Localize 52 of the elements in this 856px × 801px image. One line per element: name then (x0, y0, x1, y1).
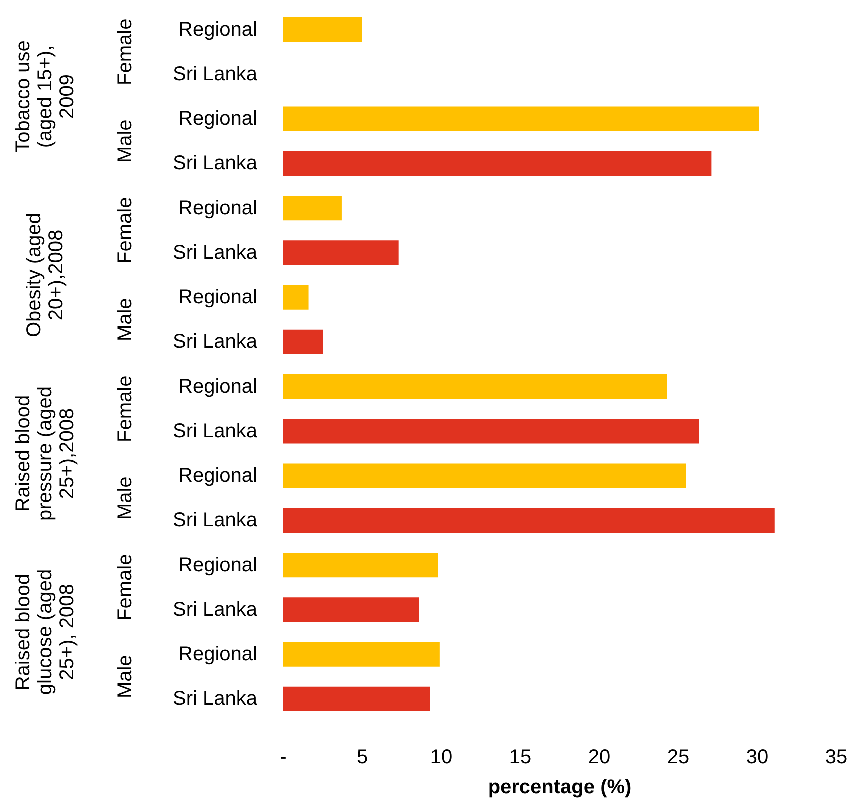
x-tick-label: 25 (667, 746, 690, 768)
text: Female (114, 197, 136, 264)
x-axis-title: percentage (%) (488, 776, 632, 798)
bar (284, 419, 700, 444)
y-tick-label: Sri Lanka (173, 242, 258, 264)
bar (284, 686, 430, 712)
text: Obesity (aged 20+),2008 (24, 212, 68, 338)
bar (284, 374, 668, 400)
x-tick-label: 15 (509, 746, 532, 768)
y-tick-label: Sri Lanka (173, 63, 258, 86)
bar (284, 464, 686, 488)
text: Female (114, 376, 136, 442)
bar (284, 553, 438, 578)
text: Raised blood pressure (aged 25+),2008 (12, 386, 78, 522)
y-tick-label: Sri Lanka (173, 598, 258, 621)
y-tick-label: Sri Lanka (173, 420, 258, 442)
y-tick-label: Sri Lanka (173, 688, 258, 710)
bar (284, 330, 323, 354)
bar (284, 240, 399, 266)
x-tick-label: 10 (430, 746, 453, 768)
text: Female (114, 554, 136, 621)
text: Male (114, 655, 136, 699)
y-tick-label: Regional (178, 18, 258, 41)
x-tick-label: 5 (356, 746, 368, 768)
y-tick-label: Regional (178, 376, 258, 398)
text: Male (114, 120, 136, 164)
text: Male (114, 476, 136, 520)
y-tick-label: Regional (178, 286, 258, 309)
text: Female (114, 18, 136, 86)
y-tick-label: Regional (178, 465, 258, 488)
bar (284, 642, 440, 667)
y-tick-label: Regional (178, 108, 258, 130)
bar (284, 18, 362, 42)
y-tick-label: Sri Lanka (173, 152, 258, 175)
text: Raised blood glucose (aged 25+), 2008 (12, 569, 78, 696)
x-tick-label: 30 (746, 746, 769, 768)
x-tick-label: 35 (825, 746, 848, 768)
bar (284, 285, 309, 310)
bar (284, 196, 342, 221)
y-tick-label: Regional (178, 644, 258, 666)
bar (284, 508, 775, 533)
bar (284, 151, 712, 176)
text: Male (114, 298, 136, 342)
bar (284, 598, 420, 622)
y-tick-label: Regional (178, 554, 258, 576)
text: Tobacco use (aged 15+), 2009 (12, 40, 78, 153)
x-tick-label: 20 (588, 746, 611, 768)
x-tick-label: - (280, 746, 287, 768)
y-tick-label: Sri Lanka (173, 331, 258, 354)
bar (284, 106, 760, 132)
y-tick-label: Regional (178, 197, 258, 220)
y-tick-label: Sri Lanka (173, 510, 258, 532)
